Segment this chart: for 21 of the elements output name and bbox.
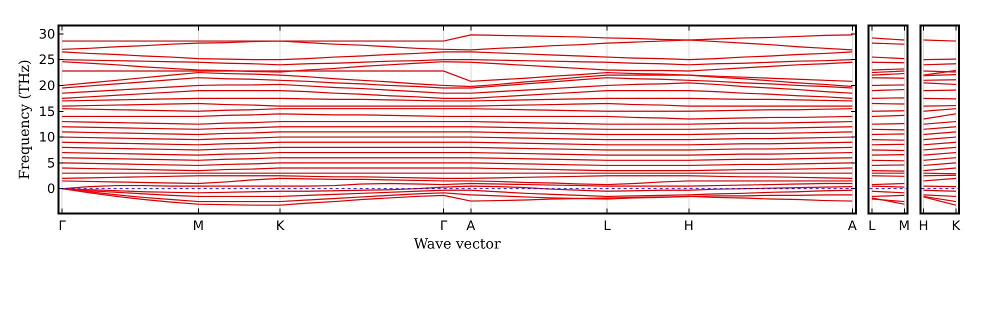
y-tick-label: 30 [38,27,56,42]
x-tick-label: Γ [440,218,448,234]
y-tick-label: 10 [38,130,56,146]
y-tick-label: 5 [47,156,56,172]
y-axis-title: Frequency (THz) [16,60,33,180]
x-tick-label: A [848,218,857,234]
y-tick-label: 15 [38,104,56,120]
x-tick-label: M [192,218,204,234]
x-tick-label: L [603,218,612,234]
x-tick-label: M [898,218,910,234]
x-tick-label: L [868,218,876,234]
y-tick-label: 20 [38,79,56,94]
x-tick-label: Γ [58,218,66,234]
y-tick-label: 0 [47,182,56,198]
x-tick-label: H [684,218,694,234]
x-tick-label: A [466,218,476,234]
x-axis-title: Wave vector [414,236,501,253]
x-tick-label: H [918,218,928,234]
y-tick-label: 25 [38,53,56,68]
x-tick-label: K [952,218,961,234]
x-tick-label: K [276,218,285,234]
